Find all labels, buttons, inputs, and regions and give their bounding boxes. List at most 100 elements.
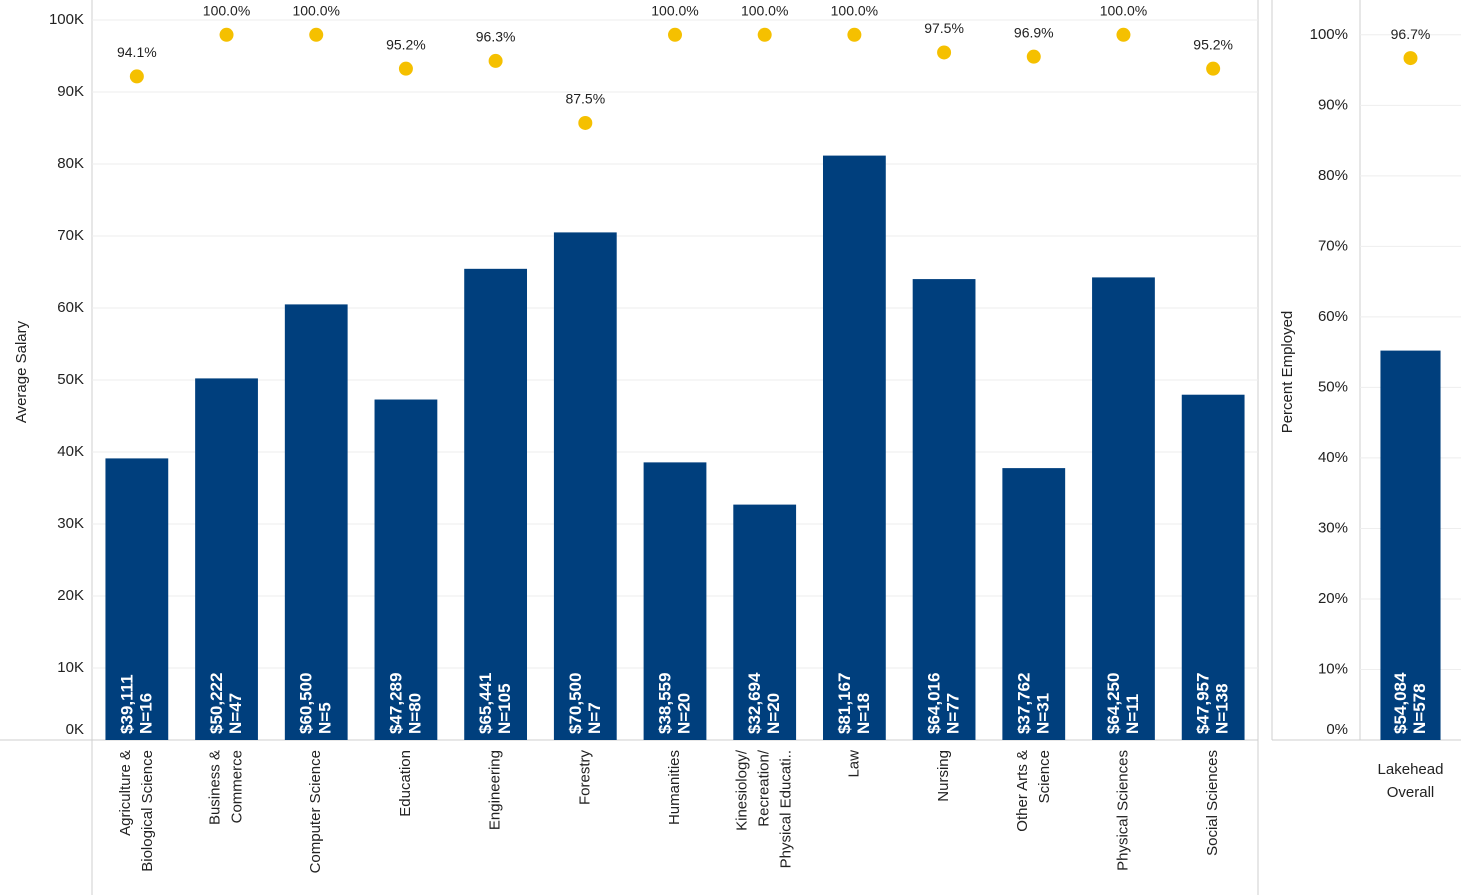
bar [1380,350,1441,740]
percent-dot [1026,49,1041,64]
y-tick-label: 30% [1318,519,1348,536]
y-tick-label: 40K [57,443,84,460]
bar [374,399,438,740]
x-tick-label: Physical Sciences [1114,750,1131,871]
percent-dot [309,27,324,42]
x-tick-label: Humanities [666,750,683,825]
y-tick-label: 30K [57,515,84,532]
y-tick-label: 80% [1318,167,1348,184]
y-tick-label: 40% [1318,449,1348,466]
x-tick-label: Social Sciences [1204,750,1221,856]
percent-label: 94.1% [117,44,157,60]
bar-value-label: $47,957 [1194,673,1213,734]
x-tick-label: Engineering [487,750,504,830]
y-axis-title: Percent Employed [1279,311,1296,434]
bar-value-label: $65,441 [476,673,495,734]
y-tick-label: 100% [1310,26,1348,43]
percent-dot [847,27,862,42]
bar [822,155,886,740]
percent-label: 100.0% [1100,3,1147,19]
percent-label: 96.3% [476,29,516,45]
y-tick-label: 100K [49,11,84,28]
bar-value-label: $37,762 [1014,673,1033,734]
y-tick-label: 20% [1318,590,1348,607]
percent-dot [757,27,772,42]
bar-count-label: N=18 [854,693,873,734]
percent-dot [937,45,952,60]
bar-count-label: N=80 [405,693,424,734]
x-tick-label: Other Arts & Science [1014,750,1053,832]
bar-count-label: N=7 [585,702,604,734]
bar-value-label: $70,500 [566,673,585,734]
bar-value-label: $50,222 [207,673,226,734]
y-tick-label: 80K [57,155,84,172]
y-tick-label: 50% [1318,378,1348,395]
y-tick-label: 20K [57,587,84,604]
y-tick-label: 10K [57,659,84,676]
x-tick-label: Forestry [576,750,593,806]
bar-count-label: N=578 [1410,683,1429,734]
bar [464,268,528,740]
y-tick-label: 10% [1318,660,1348,677]
bar [912,279,976,740]
bar [195,378,258,740]
percent-label: 95.2% [386,36,426,52]
bar-count-label: N=31 [1033,693,1052,734]
percent-label: 97.5% [924,20,964,36]
y-tick-label: 90K [57,83,84,100]
bar-count-label: N=77 [944,693,963,734]
bar-count-label: N=5 [316,702,335,734]
percent-dot [398,61,413,76]
x-tick-label: Law [845,750,862,778]
bar-count-label: N=47 [226,693,245,734]
x-tick-label: Nursing [935,750,952,802]
percent-label: 100.0% [651,3,698,19]
bar [733,504,797,740]
y-tick-label: 0K [66,721,84,738]
percent-dot [1206,61,1221,76]
y-tick-label: 50K [57,371,84,388]
bar [553,232,617,740]
bar [643,462,707,740]
percent-label: 100.0% [292,3,339,19]
percent-dot [668,27,682,42]
x-tick-label: Lakehead Overall [1378,761,1444,801]
percent-dot [488,53,503,68]
bar-value-label: $54,084 [1391,672,1410,734]
bar-count-label: N=20 [674,693,693,734]
bar-count-label: N=11 [1123,694,1142,734]
y-tick-label: 0% [1326,721,1348,738]
bar-count-label: N=138 [1213,683,1232,734]
bar-value-label: $64,250 [1104,673,1123,734]
y-tick-label: 90% [1318,96,1348,113]
bar [284,304,348,740]
x-tick-label: Agriculture & Biological Science [117,750,156,872]
percent-dot [1403,51,1418,66]
bar [1181,394,1245,740]
y-tick-label: 60K [57,299,84,316]
bar [1002,468,1066,740]
bar [105,458,169,740]
y-tick-label: 60% [1318,308,1348,325]
x-tick-label: Computer Science [307,750,324,873]
percent-label: 100.0% [831,3,878,19]
percent-label: 100.0% [203,3,250,19]
bar-value-label: $60,500 [297,673,316,734]
bar-value-label: $39,111 [117,674,136,734]
percent-label: 95.2% [1193,36,1233,52]
x-tick-label: Kinesiology/Recreation/Physical Educati.… [734,749,795,868]
bar-count-label: N=20 [764,693,783,734]
percent-label: 100.0% [741,3,788,19]
bar [1092,277,1155,740]
bar-value-label: $32,694 [745,672,764,734]
bar-value-label: $38,559 [655,673,674,734]
x-tick-label: Education [397,750,414,817]
bar-count-label: N=105 [495,683,514,734]
bar-count-label: N=16 [136,693,155,734]
percent-dot [578,115,593,130]
percent-label: 96.7% [1391,26,1431,42]
bar-value-label: $47,289 [386,673,405,734]
percent-label: 96.9% [1014,24,1054,40]
y-axis-title: Average Salary [13,320,30,423]
